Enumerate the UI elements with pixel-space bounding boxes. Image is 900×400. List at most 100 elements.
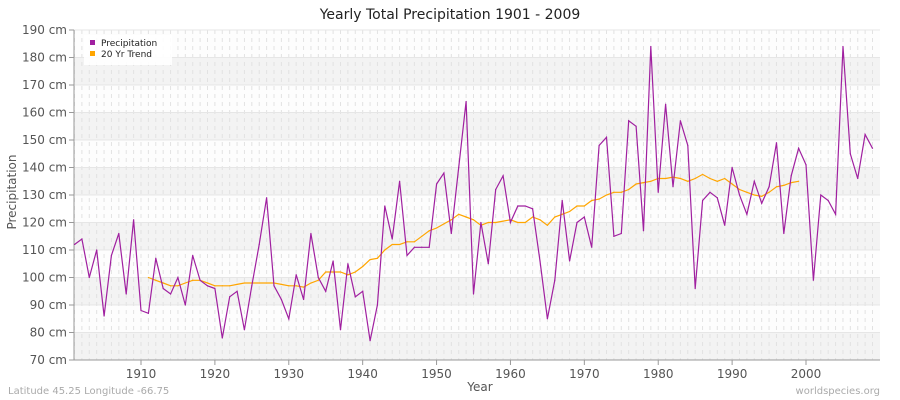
data-point <box>155 257 157 259</box>
data-point <box>332 271 334 273</box>
data-point <box>539 260 541 262</box>
data-point <box>406 241 408 243</box>
data-point <box>768 191 770 193</box>
chart-title: Yearly Total Precipitation 1901 - 2009 <box>319 7 581 23</box>
data-point <box>665 103 667 105</box>
legend-label: 20 Yr Trend <box>101 50 152 60</box>
data-point <box>221 337 223 339</box>
y-tick-label: 140 cm <box>22 161 67 175</box>
data-point <box>628 120 630 122</box>
data-point <box>162 282 164 284</box>
data-point <box>598 144 600 147</box>
data-point <box>376 304 379 306</box>
data-point <box>591 199 593 202</box>
data-point <box>775 142 778 144</box>
data-point <box>465 100 467 103</box>
x-tick-label: 1970 <box>569 367 600 381</box>
data-point <box>834 213 837 215</box>
x-tick-label: 1950 <box>421 367 452 381</box>
data-point <box>354 296 356 298</box>
data-point <box>746 213 748 215</box>
data-point <box>177 276 179 279</box>
data-point <box>369 340 371 342</box>
data-point <box>539 219 541 221</box>
data-point <box>295 285 297 287</box>
data-point <box>147 276 149 279</box>
data-point <box>642 182 645 184</box>
data-point <box>568 260 571 262</box>
data-point <box>761 195 763 197</box>
data-point <box>81 238 83 240</box>
data-point <box>598 198 600 200</box>
location-caption: Latitude 45.25 Longitude -66.75 <box>8 386 170 397</box>
data-point <box>384 249 386 251</box>
site-credit: worldspecies.org <box>795 386 880 397</box>
data-point <box>413 241 415 243</box>
data-point <box>561 213 563 215</box>
data-point <box>798 147 800 149</box>
data-point <box>753 180 755 182</box>
data-point <box>568 210 571 213</box>
data-point <box>317 276 319 279</box>
y-tick-label: 170 cm <box>22 78 67 92</box>
data-point <box>88 276 90 279</box>
data-point <box>140 309 142 312</box>
data-point <box>325 271 327 273</box>
data-point <box>103 315 105 317</box>
data-point <box>258 282 260 284</box>
data-point <box>701 173 704 175</box>
data-point <box>583 205 585 207</box>
legend-swatch <box>90 40 95 45</box>
data-point <box>738 194 741 196</box>
grid-band <box>74 57 880 85</box>
data-point <box>310 232 312 235</box>
data-point <box>509 221 512 224</box>
data-point <box>731 166 733 169</box>
data-point <box>554 216 556 218</box>
data-point <box>302 298 305 301</box>
data-point <box>628 188 630 191</box>
data-point <box>236 290 238 292</box>
data-point <box>487 263 489 265</box>
data-point <box>118 232 120 235</box>
y-tick-label: 80 cm <box>30 326 67 340</box>
data-point <box>214 287 216 290</box>
data-point <box>421 246 423 248</box>
data-point <box>243 282 246 284</box>
data-point <box>214 285 216 287</box>
y-tick-label: 110 cm <box>22 243 67 257</box>
data-point <box>783 232 785 235</box>
data-point <box>169 293 172 295</box>
data-point <box>554 279 556 281</box>
data-point <box>258 243 260 246</box>
data-point <box>369 259 371 261</box>
data-point <box>251 285 253 287</box>
data-point <box>783 184 785 186</box>
x-tick-label: 1990 <box>717 367 748 381</box>
data-point <box>229 285 231 287</box>
data-point <box>125 293 127 295</box>
legend-swatch <box>90 51 95 56</box>
data-point <box>199 279 201 281</box>
data-point <box>302 286 305 288</box>
data-point <box>820 194 822 196</box>
y-tick-label: 180 cm <box>22 51 67 65</box>
data-point <box>864 133 866 136</box>
y-tick-label: 90 cm <box>30 298 67 312</box>
data-point <box>524 221 526 224</box>
x-tick-label: 2000 <box>791 367 822 381</box>
data-point <box>221 285 223 287</box>
data-point <box>96 249 98 251</box>
x-tick-label: 1920 <box>200 367 231 381</box>
data-point <box>620 232 622 235</box>
data-point <box>487 221 489 224</box>
data-point <box>413 246 415 248</box>
data-point <box>635 125 637 127</box>
data-point <box>576 205 578 207</box>
data-point <box>399 243 401 246</box>
data-point <box>679 120 681 122</box>
data-point <box>266 282 268 284</box>
data-point <box>192 279 194 281</box>
